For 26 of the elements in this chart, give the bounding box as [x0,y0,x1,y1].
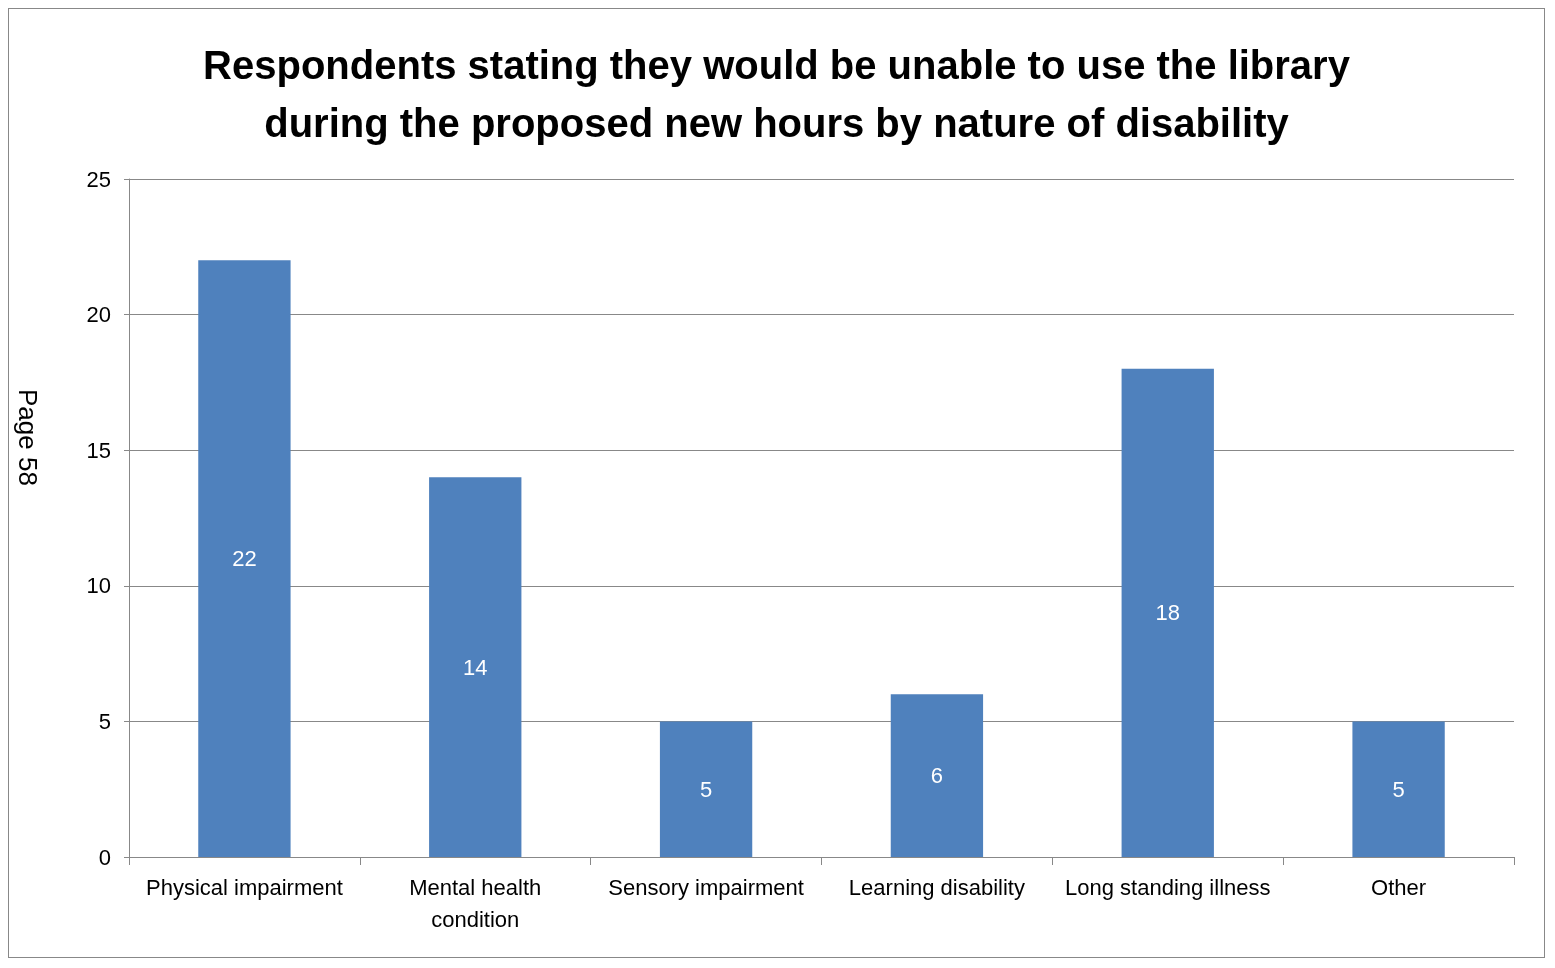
bar [429,477,522,857]
data-label: 5 [699,776,713,802]
x-tick-label: Long standing illness [1065,874,1271,900]
x-tick-label: Sensory impairment [608,874,804,900]
text: Page 58 [13,389,43,486]
data-label: 22 [232,546,257,572]
x-tick-label: Physical impairment [145,874,343,900]
chart-title: Respondents stating they would be unable to use the library during the proposed new hours by nature of disability [203,43,1351,145]
bar [659,721,753,857]
y-tick-label: 10 [86,573,111,599]
x-tick-label: Mental health condition [409,874,542,932]
y-tick-label: 15 [86,437,111,463]
x-tick-label: Other [1371,874,1427,900]
y-tick-label: 20 [86,302,111,328]
bar [890,694,984,857]
data-label: 5 [1392,776,1405,802]
y-tick-label: 25 [86,166,111,192]
bar [1352,721,1445,857]
data-label: 18 [1155,600,1180,626]
x-tick-label: Learning disability [848,874,1025,900]
y-tick-label: 5 [98,708,111,734]
data-label: 6 [930,763,944,789]
bar [198,260,291,857]
y-tick-label: 0 [98,844,111,870]
data-label: 14 [463,654,488,680]
bar [1121,368,1214,857]
